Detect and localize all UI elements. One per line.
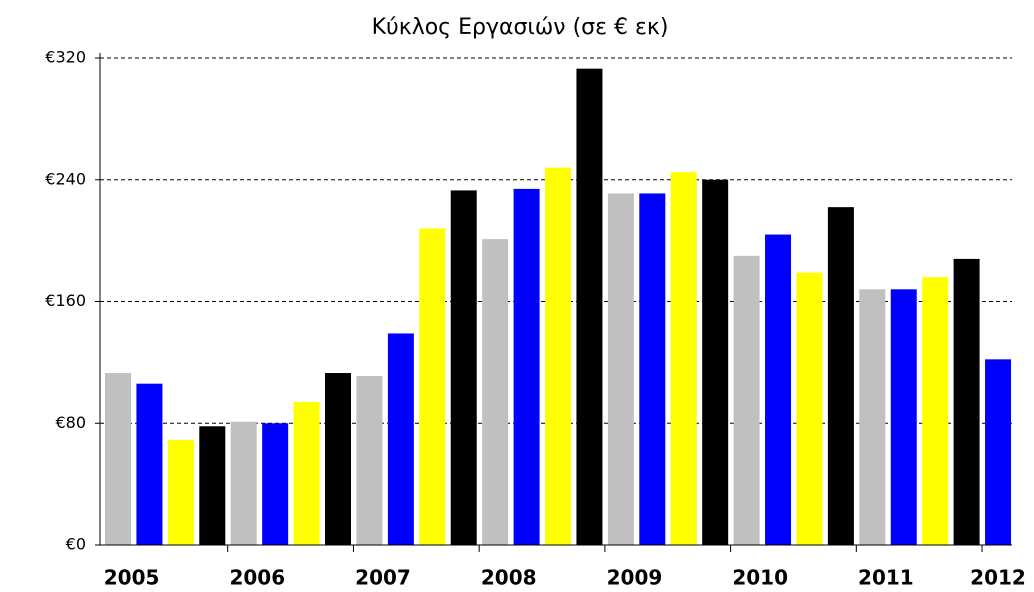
bar [450, 190, 477, 545]
bar [293, 401, 320, 545]
bar [167, 439, 194, 545]
x-tick-label: 2007 [355, 566, 411, 590]
y-tick-label: €80 [55, 413, 86, 432]
bar [513, 188, 540, 545]
y-tick-label: €240 [45, 169, 86, 188]
x-tick-label: 2010 [732, 566, 788, 590]
y-tick-label: €160 [45, 291, 86, 310]
bar [105, 373, 131, 545]
y-tick-label: €0 [66, 535, 86, 554]
x-tick-label: 2011 [858, 566, 914, 590]
bar [670, 172, 697, 545]
bar [890, 289, 917, 545]
bar [733, 255, 760, 545]
bar [765, 234, 792, 545]
y-tick-label: €320 [45, 48, 86, 67]
bar [230, 421, 257, 545]
chart-title: Κύκλος Εργασιών (σε € εκ) [372, 15, 669, 40]
bar [545, 167, 572, 545]
bar [827, 207, 854, 546]
bar [702, 179, 729, 545]
bar [922, 277, 949, 545]
bar [356, 376, 383, 545]
x-tick-label: 2008 [481, 566, 537, 590]
bar [419, 228, 446, 545]
bar [985, 359, 1012, 545]
bar [387, 333, 414, 545]
bar [607, 193, 634, 545]
bar [953, 258, 980, 545]
x-tick-label: 2006 [229, 566, 285, 590]
bar [482, 239, 509, 545]
bar [199, 426, 226, 545]
bar [262, 423, 289, 545]
bar [639, 193, 666, 545]
x-tick-label: 2009 [607, 566, 663, 590]
x-tick-label: 2005 [104, 566, 160, 590]
bar [859, 289, 886, 545]
bar [136, 383, 163, 545]
bar [796, 272, 823, 545]
x-tick-label: 2012 [970, 566, 1026, 590]
bar [325, 373, 352, 545]
bar [576, 68, 603, 545]
